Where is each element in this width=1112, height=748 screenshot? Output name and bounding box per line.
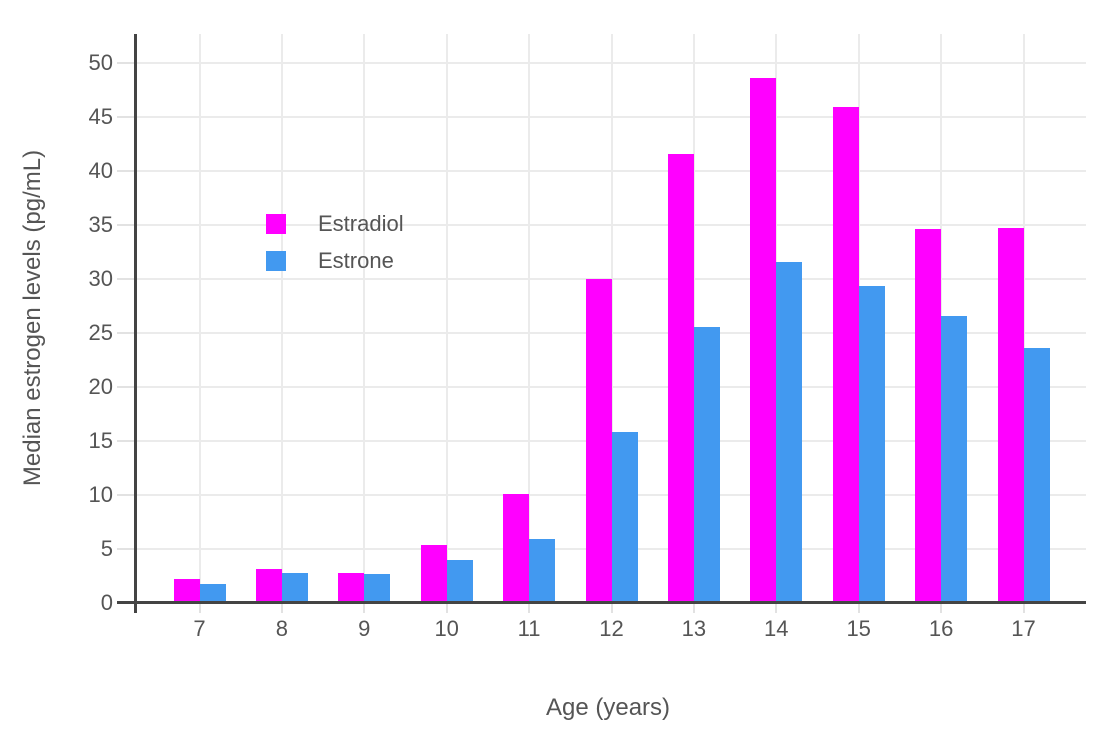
x-tick-11 [528, 604, 531, 613]
x-tick-label-16: 16 [928, 616, 954, 641]
y-tick-35 [117, 223, 134, 226]
x-axis-line [117, 601, 1086, 604]
bar-estrone-age-7 [199, 584, 226, 603]
x-gridline-8 [280, 34, 283, 601]
x-tick-label-9: 9 [358, 616, 371, 641]
bar-estradiol-age-15 [832, 107, 859, 603]
legend-label-estradiol: Estradiol [318, 211, 404, 236]
y-tick-label-15: 15 [88, 427, 113, 453]
y-tick-label-35: 35 [88, 211, 113, 237]
bar-estrone-age-8 [281, 573, 308, 603]
x-tick-7 [198, 604, 201, 613]
bar-estradiol-age-16 [915, 229, 942, 603]
y-tick-label-50: 50 [88, 50, 113, 76]
y-axis-line [134, 34, 137, 613]
x-tick-15 [857, 604, 860, 613]
x-tick-14 [775, 604, 778, 613]
legend-item-estradiol[interactable]: Estradiol [266, 211, 404, 236]
y-tick-25 [117, 331, 134, 334]
x-tick-label-7: 7 [193, 616, 206, 641]
y-tick-40 [117, 170, 134, 173]
x-tick-label-11: 11 [517, 616, 541, 641]
x-tick-label-14: 14 [764, 616, 789, 641]
bar-estradiol-age-7 [173, 578, 200, 603]
x-tick-label-12: 12 [599, 616, 624, 641]
y-tick-5 [117, 547, 134, 550]
x-tick-9 [363, 604, 366, 613]
bar-estrone-age-11 [529, 538, 556, 603]
x-tick-label-15: 15 [846, 616, 871, 641]
legend-label-estrone: Estrone [318, 248, 394, 273]
bar-estradiol-age-12 [585, 278, 612, 603]
x-tick-label-10: 10 [434, 616, 459, 641]
legend-item-estrone[interactable]: Estrone [266, 248, 404, 273]
x-tick-16 [940, 604, 943, 613]
x-tick-17 [1022, 604, 1025, 613]
bar-estrone-age-15 [858, 286, 885, 603]
x-gridline-7 [198, 34, 201, 601]
x-axis-title: Age (years) [545, 694, 671, 721]
y-tick-label-5: 5 [100, 535, 113, 561]
bar-estrone-age-10 [446, 560, 473, 603]
x-tick-label-13: 13 [681, 616, 707, 641]
y-tick-label-0: 0 [100, 589, 113, 615]
x-gridline-10 [445, 34, 448, 601]
y-tick-30 [117, 277, 134, 280]
y-tick-label-20: 20 [88, 373, 113, 399]
bar-estrone-age-14 [776, 261, 803, 603]
bar-estradiol-age-9 [338, 573, 365, 603]
x-tick-12 [610, 604, 613, 613]
y-tick-label-25: 25 [88, 319, 113, 345]
estrone-color-swatch-icon [266, 251, 286, 271]
bar-estradiol-age-13 [667, 153, 694, 603]
bar-estrone-age-16 [941, 315, 968, 603]
x-gridline-13 [692, 34, 695, 601]
bar-estradiol-age-14 [750, 78, 777, 603]
x-tick-13 [692, 604, 695, 613]
bar-estrone-age-17 [1023, 347, 1050, 603]
y-tick-15 [117, 439, 134, 442]
y-tick-10 [117, 493, 134, 496]
y-tick-label-10: 10 [88, 481, 113, 507]
bar-estradiol-age-11 [503, 493, 530, 603]
y-tick-45 [117, 116, 134, 119]
x-tick-label-17: 17 [1011, 616, 1036, 641]
x-gridline-11 [528, 34, 531, 601]
x-gridline-9 [363, 34, 366, 601]
bar-estradiol-age-8 [255, 569, 282, 603]
x-gridline-12 [610, 34, 613, 601]
y-tick-50 [117, 62, 134, 65]
y-tick-label-40: 40 [88, 158, 113, 184]
bar-estrone-age-13 [693, 327, 720, 603]
bar-estradiol-age-10 [420, 545, 447, 603]
bar-estrone-age-9 [364, 574, 391, 603]
legend: Estradiol Estrone [266, 211, 404, 287]
x-tick-10 [445, 604, 448, 613]
x-tick-label-8: 8 [275, 616, 289, 641]
x-tick-8 [280, 604, 283, 613]
bar-estradiol-age-17 [997, 228, 1024, 603]
y-axis-title: Median estrogen levels (pg/mL) [19, 149, 46, 487]
x-gridline-17 [1022, 34, 1025, 601]
y-tick-label-45: 45 [88, 104, 113, 130]
y-tick-label-30: 30 [88, 265, 113, 291]
y-tick-20 [117, 385, 134, 388]
bar-estrone-age-12 [611, 432, 638, 603]
estradiol-color-swatch-icon [266, 214, 286, 234]
